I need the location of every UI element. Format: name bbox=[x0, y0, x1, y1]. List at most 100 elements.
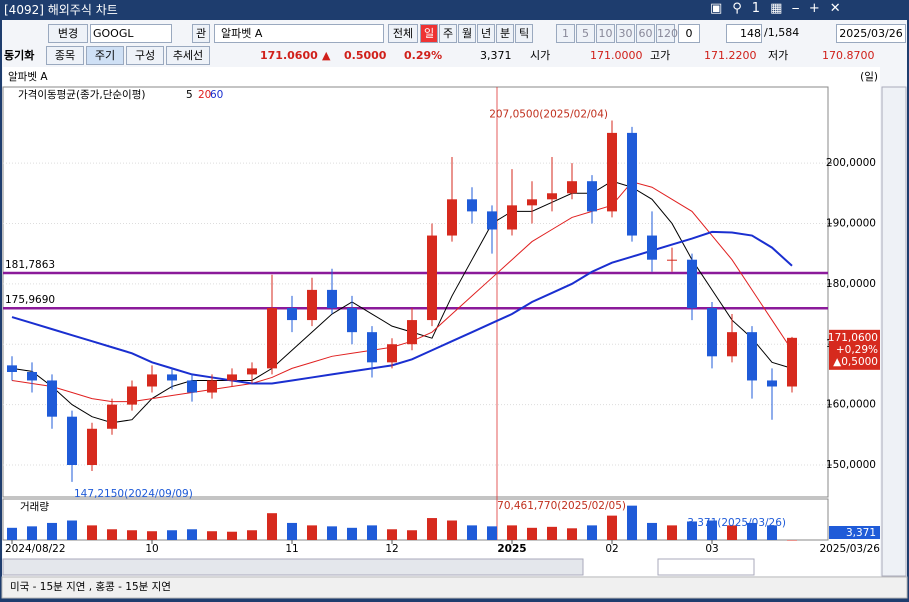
period-button[interactable]: 월 bbox=[458, 24, 476, 43]
candle-body bbox=[427, 235, 437, 321]
volume-max-annotation: 70,461,770(2025/02/05) bbox=[497, 500, 626, 512]
volume-bar bbox=[267, 513, 277, 540]
volume-bar bbox=[147, 531, 157, 540]
open-label: 시가 bbox=[530, 49, 551, 62]
period-button[interactable]: 년 bbox=[477, 24, 495, 43]
count-input[interactable]: 0 bbox=[678, 24, 700, 43]
candle-body bbox=[167, 374, 177, 381]
change: 0.5000 bbox=[344, 49, 387, 62]
zoom-slider[interactable] bbox=[657, 558, 755, 576]
volume-bar bbox=[7, 527, 17, 540]
quote-button[interactable]: 주기 bbox=[86, 46, 124, 65]
quote-button[interactable]: 종목 bbox=[46, 46, 84, 65]
candle-body bbox=[267, 308, 277, 369]
candle-body bbox=[7, 365, 17, 373]
max-annotation: 207,0500(2025/02/04) bbox=[489, 109, 608, 121]
arrow: ▲ bbox=[322, 49, 331, 62]
visible-count[interactable]: 148 bbox=[726, 24, 762, 43]
volume-bar bbox=[607, 515, 617, 540]
chart-period: (일) bbox=[860, 70, 878, 83]
candle-body bbox=[487, 211, 497, 230]
volume-bar bbox=[407, 530, 417, 540]
high: 171.2200 bbox=[704, 49, 757, 62]
volume-bar bbox=[207, 531, 217, 540]
status-text: 미국 - 15분 지연 , 홍콩 - 15분 지연 bbox=[10, 580, 171, 593]
last-date: 2025/03/26 bbox=[819, 543, 880, 555]
period-button[interactable]: 일 bbox=[420, 24, 438, 43]
window-controls[interactable]: ▣⚲1▦⎯+✕ bbox=[710, 1, 851, 16]
volume-bar bbox=[107, 529, 117, 540]
volume-bar bbox=[427, 518, 437, 540]
quote-button[interactable]: 구성 bbox=[126, 46, 164, 65]
interval-button[interactable]: 30 bbox=[616, 24, 635, 43]
low: 170.8700 bbox=[822, 49, 875, 62]
min-annotation: 147,2150(2024/09/09) bbox=[74, 488, 193, 500]
low-label: 저가 bbox=[768, 49, 789, 62]
candle-body bbox=[187, 380, 197, 393]
candle-body bbox=[527, 199, 537, 206]
volume-label: 거래량 bbox=[20, 501, 49, 513]
line-label: 175,9690 bbox=[5, 294, 55, 306]
candle-body bbox=[587, 181, 597, 212]
sync-label: 동기화 bbox=[4, 49, 35, 62]
line-label: 181,7863 bbox=[5, 259, 55, 271]
volume-bar bbox=[547, 526, 557, 540]
candle-body bbox=[667, 259, 677, 261]
high-label: 고가 bbox=[650, 49, 671, 62]
price-panel bbox=[2, 86, 829, 498]
candle-body bbox=[107, 404, 117, 429]
period-button[interactable]: 주 bbox=[439, 24, 457, 43]
indicator-label: 가격이동평균(종가,단순이평) bbox=[18, 88, 145, 101]
symbol-input[interactable]: GOOGL bbox=[90, 24, 172, 43]
change-button[interactable]: 변경 bbox=[48, 24, 88, 43]
interval-button[interactable]: 1 bbox=[556, 24, 575, 43]
candle-body bbox=[647, 235, 657, 260]
candle-body bbox=[447, 199, 457, 236]
date-input[interactable]: 2025/03/26 bbox=[836, 24, 906, 43]
ma-line bbox=[11, 181, 793, 403]
all-button[interactable]: 전체 bbox=[388, 24, 418, 43]
legend-entry: 5 bbox=[186, 89, 193, 101]
candle-body bbox=[407, 320, 417, 345]
quote-button[interactable]: 추세선 bbox=[166, 46, 210, 65]
link-button[interactable]: 관 bbox=[192, 24, 210, 43]
x-tick-label: 03 bbox=[705, 543, 718, 555]
interval-button[interactable]: 120 bbox=[656, 24, 678, 43]
volume-bar bbox=[127, 530, 137, 540]
candle-body bbox=[247, 368, 257, 375]
volume-bar bbox=[27, 526, 37, 540]
total-count: /1,584 bbox=[764, 26, 800, 39]
candle-body bbox=[367, 332, 377, 363]
ma-line bbox=[11, 230, 793, 385]
volume-bar bbox=[327, 526, 337, 540]
interval-button[interactable]: 60 bbox=[636, 24, 655, 43]
candle-body bbox=[27, 372, 37, 381]
volume-bar bbox=[447, 520, 457, 540]
x-tick-label: 2025 bbox=[497, 543, 526, 555]
side-toolbar[interactable] bbox=[881, 86, 907, 577]
scrollbar[interactable] bbox=[2, 558, 584, 576]
x-tick-label: 11 bbox=[285, 543, 298, 555]
x-tick-label: 12 bbox=[385, 543, 398, 555]
candle-body bbox=[567, 181, 577, 194]
volume-bar bbox=[187, 529, 197, 540]
candle-body bbox=[767, 380, 777, 387]
name-field: 알파벳 A bbox=[214, 24, 384, 43]
volume-bar bbox=[467, 525, 477, 540]
volume-bar bbox=[227, 531, 237, 540]
interval-button[interactable]: 10 bbox=[596, 24, 615, 43]
volume-bar bbox=[47, 522, 57, 540]
period-button[interactable]: 틱 bbox=[515, 24, 533, 43]
volume-bar bbox=[287, 522, 297, 540]
volume-bar bbox=[627, 505, 637, 540]
legend-entry: 20 bbox=[198, 89, 211, 101]
volume-bar bbox=[527, 527, 537, 540]
period-button[interactable]: 분 bbox=[496, 24, 514, 43]
volume-bar bbox=[347, 527, 357, 540]
candle-body bbox=[67, 416, 77, 465]
y-tick-label: 200,0000 bbox=[826, 157, 876, 169]
candle-body bbox=[307, 289, 317, 321]
interval-button[interactable]: 5 bbox=[576, 24, 595, 43]
volume-bar bbox=[67, 520, 77, 540]
